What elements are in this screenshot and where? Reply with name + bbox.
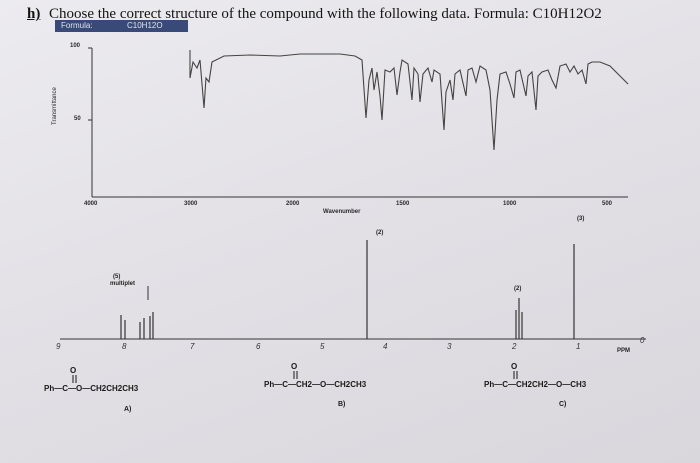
nmr-unit: PPM xyxy=(617,348,631,354)
ir-x-axis-label: Wavenumber xyxy=(323,209,361,215)
question-text: Choose the correct structure of the comp… xyxy=(49,6,602,22)
choice-c-structure[interactable]: Ph—C—CH2CH2—O—CH3 xyxy=(484,380,587,389)
nmr-peak-label-3: (3) xyxy=(577,216,585,222)
ir-ytick-label-100: 100 xyxy=(70,43,81,49)
nmr-tick-9: 9 xyxy=(56,342,61,351)
nmr-tick-3: 3 xyxy=(447,342,452,351)
ir-xtick-3000: 3000 xyxy=(184,201,198,207)
formula-box-value: C10H12O xyxy=(127,21,163,30)
choice-a-letter[interactable]: A) xyxy=(124,406,132,413)
nmr-peak-label-2b: (2) xyxy=(514,286,522,292)
formula-box-label: Formula: xyxy=(61,21,93,30)
nmr-tick-5: 5 xyxy=(320,342,325,351)
ir-xtick-500: 500 xyxy=(602,201,613,207)
choice-b-letter[interactable]: B) xyxy=(338,401,346,408)
ir-xtick-1000: 1000 xyxy=(503,201,517,207)
formula-box: Formula: C10H12O xyxy=(55,20,188,32)
nmr-tick-2: 2 xyxy=(512,342,517,351)
nmr-multiplet-count: (5) xyxy=(113,274,121,280)
choice-b-structure[interactable]: Ph—C—CH2—O—CH2CH3 xyxy=(264,380,367,389)
nmr-multiplet-label: multiplet xyxy=(110,281,135,287)
nmr-peak-label-2a: (2) xyxy=(376,230,384,236)
ir-y-axis-label: Transmittance xyxy=(52,87,58,125)
ir-ytick-label-50: 50 xyxy=(74,116,81,122)
nmr-tick-6: 6 xyxy=(256,342,261,351)
nmr-tick-4: 4 xyxy=(383,342,388,351)
choice-a-structure[interactable]: Ph—C—O—CH2CH2CH3 xyxy=(44,384,139,393)
ir-xtick-1500: 1500 xyxy=(396,201,410,207)
nmr-peaks xyxy=(120,240,575,339)
choice-c-letter[interactable]: C) xyxy=(559,401,567,408)
question-number: h) xyxy=(27,6,41,22)
ir-xtick-2000: 2000 xyxy=(286,201,300,207)
nmr-tick-8: 8 xyxy=(122,342,127,351)
nmr-tick-0: 0 xyxy=(640,336,645,345)
nmr-tick-7: 7 xyxy=(190,342,195,351)
ir-xtick-4000: 4000 xyxy=(84,201,98,207)
choice-c-carbonyl-o: O xyxy=(511,362,518,371)
choice-a-carbonyl-o: O xyxy=(70,366,77,375)
nmr-tick-1: 1 xyxy=(576,342,581,351)
choice-b-carbonyl-o: O xyxy=(291,362,298,371)
ir-spectrum-trace xyxy=(189,50,629,151)
